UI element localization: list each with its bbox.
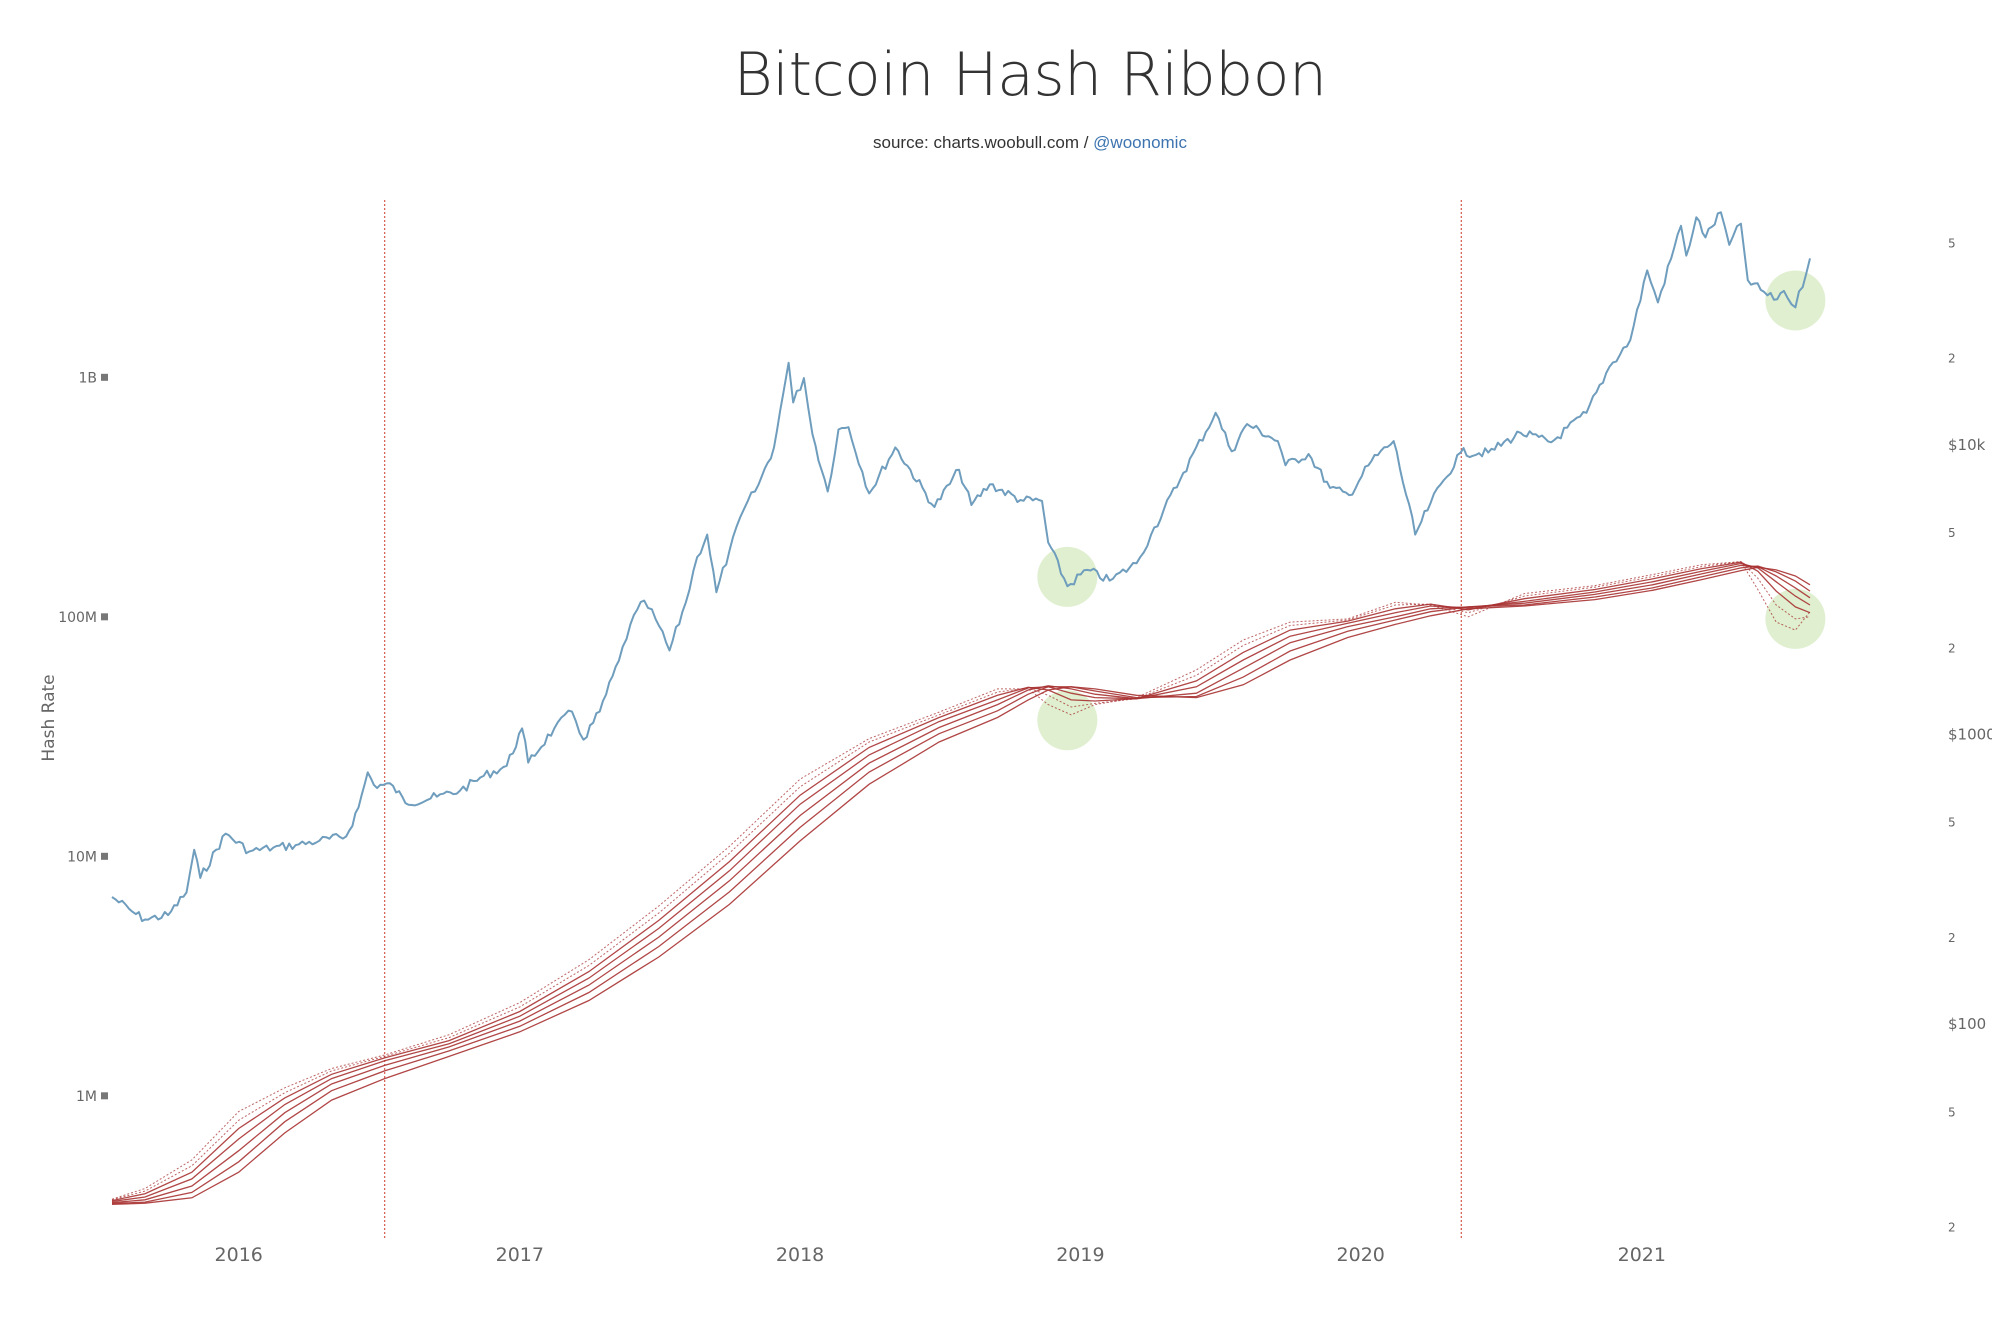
- price-line-layer: [111, 211, 1811, 923]
- highlight-circle: [1765, 270, 1826, 331]
- hash-ribbon-line: [111, 561, 1811, 1201]
- y-tick-label: 10M: [67, 849, 97, 865]
- y2-tick-label: $100: [1948, 1015, 1986, 1033]
- y2-tick-label: 5: [1948, 526, 1956, 540]
- hash-ribbon-line: [111, 565, 1811, 1205]
- y2-tick-label: 5: [1948, 1105, 1956, 1119]
- y2-tick-label: 2: [1948, 931, 1956, 945]
- y-tick-label: 1M: [76, 1089, 97, 1105]
- author-handle-link[interactable]: @woonomic: [1093, 133, 1187, 152]
- y-tick-label: 1B: [78, 370, 97, 386]
- y2-tick-label: 5: [1948, 236, 1956, 250]
- y-tick-mark: [101, 373, 108, 381]
- x-tick-label: 2020: [1337, 1244, 1385, 1266]
- x-tick-label: 2018: [776, 1244, 824, 1266]
- highlight-circle: [1037, 690, 1098, 751]
- hash-ribbon-lines: [111, 561, 1811, 1206]
- hash-ribbon-line: [111, 561, 1811, 1200]
- x-tick-label: 2016: [215, 1244, 263, 1266]
- y2-tick-label: 2: [1948, 641, 1956, 655]
- y-tick-mark: [101, 852, 108, 860]
- chart-title: Bitcoin Hash Ribbon: [733, 40, 1327, 110]
- chart-subtitle: source: charts.woobull.com / @woonomic: [0, 133, 1992, 153]
- y2-tick-label: 2: [1948, 1221, 1956, 1235]
- source-text: source: charts.woobull.com /: [873, 133, 1094, 152]
- y2-tick-label: 5: [1948, 816, 1956, 830]
- price-line: [111, 211, 1811, 923]
- highlight-circle: [1037, 546, 1098, 607]
- hash-ribbon-line: [111, 562, 1811, 1203]
- y2-tick-label: $1000: [1948, 726, 1992, 744]
- hash-ribbon-line: [111, 564, 1811, 1204]
- hash-ribbon-line: [111, 561, 1811, 1202]
- axes: Hash Rate 1M 10M 100M 1B 2 5 $100 2 5 $1000 2 5 $10k…: [39, 236, 1992, 1266]
- hash-ribbon-line: [111, 566, 1811, 1206]
- y-tick-mark: [101, 613, 108, 621]
- x-tick-label: 2019: [1056, 1244, 1104, 1266]
- x-tick-label: 2021: [1618, 1244, 1666, 1266]
- halving-markers: [383, 200, 1462, 1240]
- y2-tick-label: 2: [1948, 352, 1956, 366]
- y2-tick-label: $10k: [1948, 436, 1986, 454]
- highlight-circles: [1037, 270, 1826, 751]
- x-tick-label: 2017: [496, 1244, 544, 1266]
- y-axis-title: Hash Rate: [39, 674, 59, 761]
- y-tick-label: 100M: [58, 610, 97, 626]
- y-tick-mark: [101, 1092, 108, 1100]
